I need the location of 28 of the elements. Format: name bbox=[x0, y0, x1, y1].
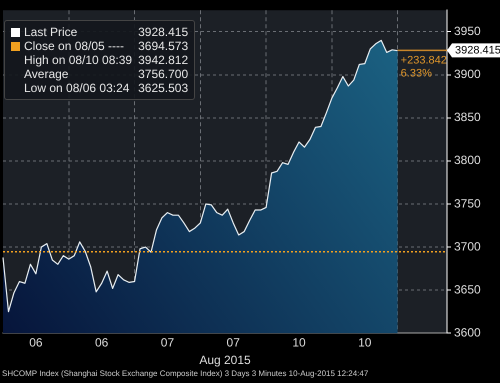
annotation: 3942.812 bbox=[138, 53, 188, 67]
annotation: 3625.503 bbox=[138, 81, 188, 95]
x-tick-label: 10 bbox=[358, 336, 372, 350]
y-tick-label: 3750 bbox=[454, 196, 482, 210]
x-tick-label: 07 bbox=[226, 336, 240, 350]
annotation: Low on 08/06 03:24 bbox=[24, 81, 130, 95]
x-tick-label: 07 bbox=[160, 336, 174, 350]
y-tick-label: 3900 bbox=[454, 67, 482, 82]
annotation: Last Price bbox=[24, 25, 78, 39]
y-tick-label: 3800 bbox=[454, 153, 482, 168]
annotation: Close on 08/05 ---- bbox=[24, 39, 126, 53]
y-tick-label: 3950 bbox=[454, 24, 482, 38]
annotation: 3928.415 bbox=[138, 25, 188, 39]
annotation: High on 08/10 08:39 bbox=[24, 53, 132, 67]
annotation: 6.33% bbox=[400, 67, 432, 80]
annotation: Average bbox=[24, 67, 70, 81]
x-axis-title: Aug 2015 bbox=[199, 353, 252, 368]
y-tick-label: 3850 bbox=[454, 110, 482, 124]
annotation: 3756.700 bbox=[138, 67, 188, 81]
annotation: 3694.573 bbox=[138, 39, 188, 53]
y-tick-label: 3700 bbox=[454, 239, 482, 254]
annotation: +233.842 bbox=[400, 54, 447, 66]
y-tick-label: 3650 bbox=[454, 282, 482, 296]
x-tick-label: 10 bbox=[292, 336, 306, 350]
text: SHCOMP Index (Shanghai Stock Exchange Composite Index) 3 Days 3 Minutes 10-Aug-2015 12:24:47 bbox=[2, 369, 368, 378]
y-tick-label: 3600 bbox=[454, 326, 482, 340]
x-tick-label: 06 bbox=[94, 336, 109, 350]
x-tick-label: 06 bbox=[29, 336, 43, 350]
